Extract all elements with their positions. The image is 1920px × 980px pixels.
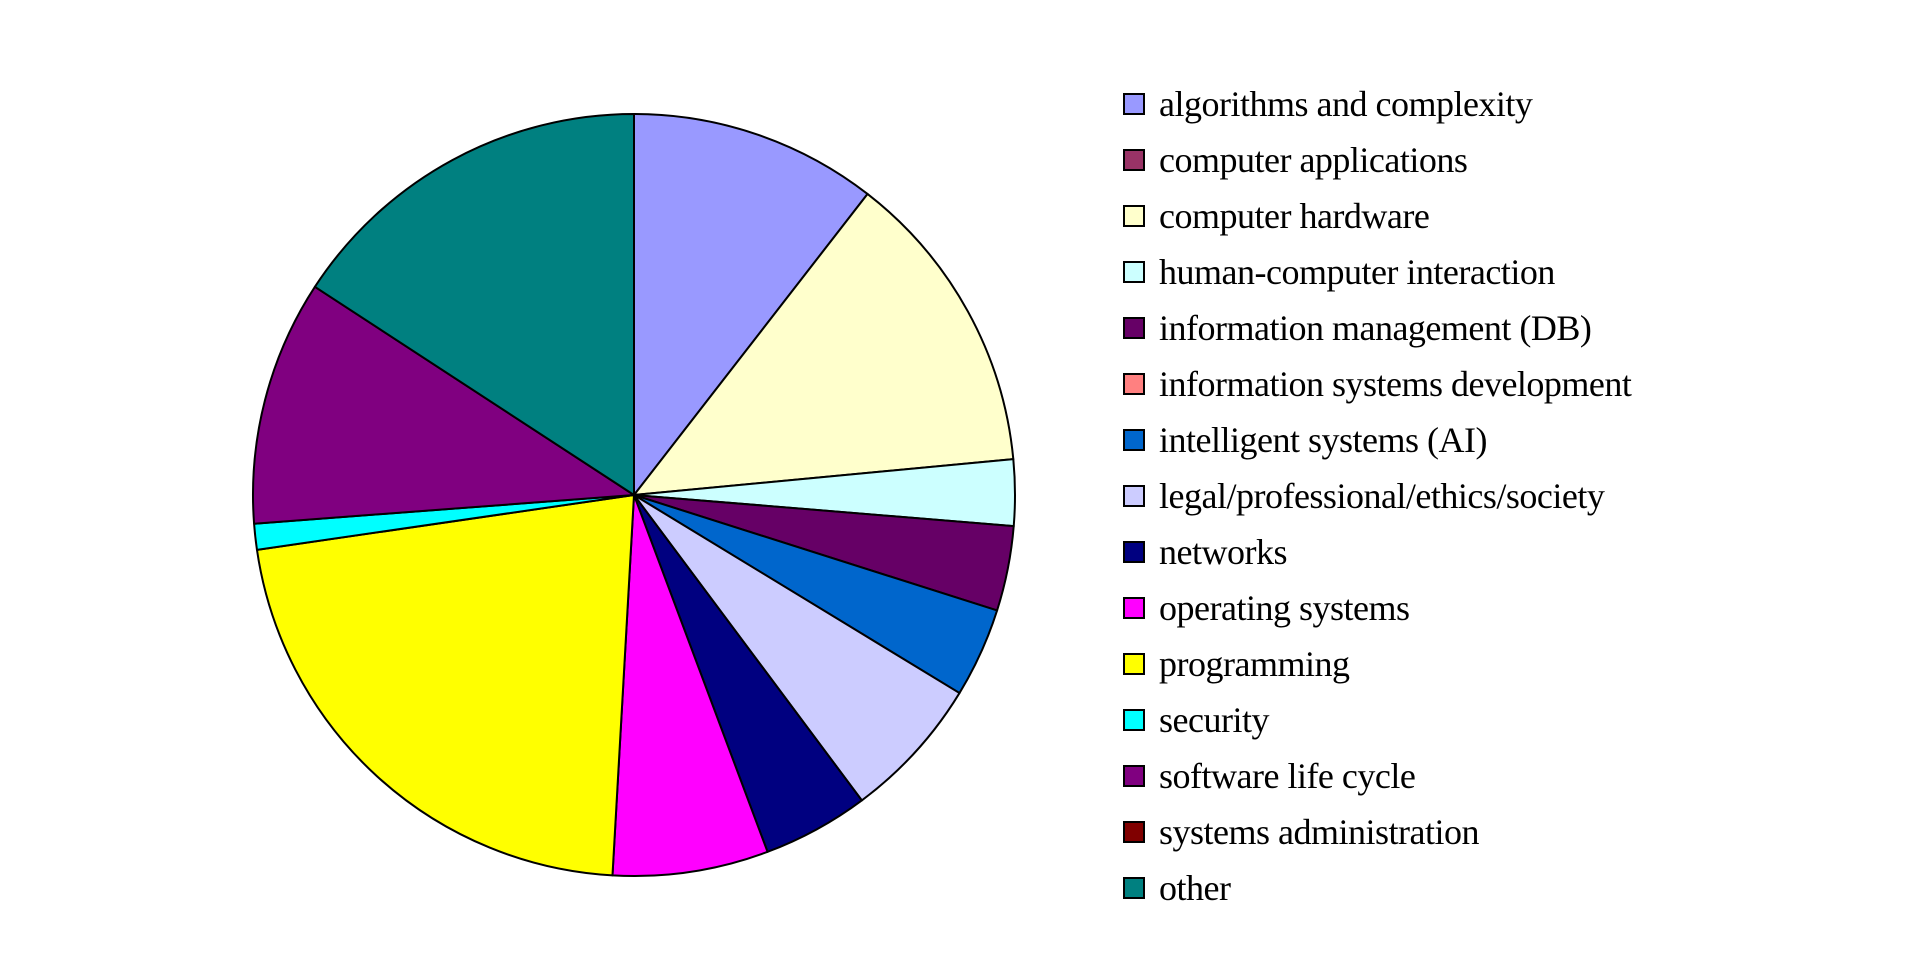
legend-item-information-systems-development: information systems development: [1123, 356, 1632, 412]
legend-swatch: [1123, 653, 1145, 675]
pie-slice-algorithms-and-complexity: [633, 113, 869, 496]
legend-item-human-computer-interaction: human-computer interaction: [1123, 244, 1631, 300]
legend-item-other: other: [1123, 860, 1631, 916]
legend-item-software-life-cycle: software life cycle: [1123, 748, 1631, 804]
legend-item-intelligent-systems-ai: intelligent systems (AI): [1123, 412, 1631, 468]
pie-slice-legal-professional-ethics-society: [633, 494, 961, 802]
legend-item-networks: networks: [1123, 524, 1631, 580]
legend-item-computer-hardware: computer hardware: [1123, 188, 1631, 244]
legend-label: algorithms and complexity: [1159, 84, 1533, 124]
pie-slices: [252, 113, 1016, 877]
legend-swatch: [1123, 709, 1145, 731]
pie-slice-operating-systems: [611, 494, 769, 877]
legend-swatch: [1123, 429, 1145, 451]
legend-swatch: [1123, 765, 1145, 787]
legend-swatch: [1123, 821, 1145, 843]
legend-label: security: [1159, 700, 1269, 740]
legend-label: systems administration: [1159, 812, 1479, 852]
legend-swatch: [1123, 373, 1145, 395]
legend-swatch: [1123, 261, 1145, 283]
legend-item-algorithms-and-complexity: algorithms and complexity: [1123, 76, 1631, 132]
legend-swatch: [1123, 205, 1145, 227]
legend-swatch: [1123, 93, 1145, 115]
legend-label: networks: [1159, 532, 1287, 572]
legend: algorithms and complexity computer applic…: [1123, 76, 1632, 916]
legend-item-systems-administration: systems administration: [1123, 804, 1631, 860]
legend-label: computer applications: [1159, 140, 1468, 180]
legend-swatch: [1123, 877, 1145, 899]
legend-swatch: [1123, 597, 1145, 619]
legend-label: software life cycle: [1159, 756, 1416, 796]
legend-swatch: [1123, 317, 1145, 339]
pie-slice-software-life-cycle: [252, 285, 635, 525]
legend-label: information systems development: [1159, 364, 1632, 404]
legend-item-operating-systems: operating systems: [1123, 580, 1631, 636]
legend-item-legal-professional-ethics-society: legal/professional/ethics/society: [1123, 468, 1631, 524]
pie-slice-other: [313, 113, 635, 496]
legend-item-information-management-db: information management (DB): [1123, 300, 1631, 356]
pie-slice-computer-hardware: [633, 192, 1015, 496]
legend-label: legal/professional/ethics/society: [1159, 476, 1605, 516]
legend-item-security: security: [1123, 692, 1631, 748]
legend-label: human-computer interaction: [1159, 252, 1555, 292]
legend-swatch: [1123, 541, 1145, 563]
legend-label: information management (DB): [1159, 308, 1592, 348]
legend-item-computer-applications: computer applications: [1123, 132, 1631, 188]
legend-label: computer hardware: [1159, 196, 1430, 236]
legend-swatch: [1123, 149, 1145, 171]
legend-swatch: [1123, 485, 1145, 507]
legend-label: intelligent systems (AI): [1159, 420, 1487, 460]
legend-label: operating systems: [1159, 588, 1410, 628]
pie-slice-programming: [255, 494, 635, 877]
legend-label: other: [1159, 868, 1231, 908]
legend-label: programming: [1159, 644, 1350, 684]
legend-item-programming: programming: [1123, 636, 1631, 692]
